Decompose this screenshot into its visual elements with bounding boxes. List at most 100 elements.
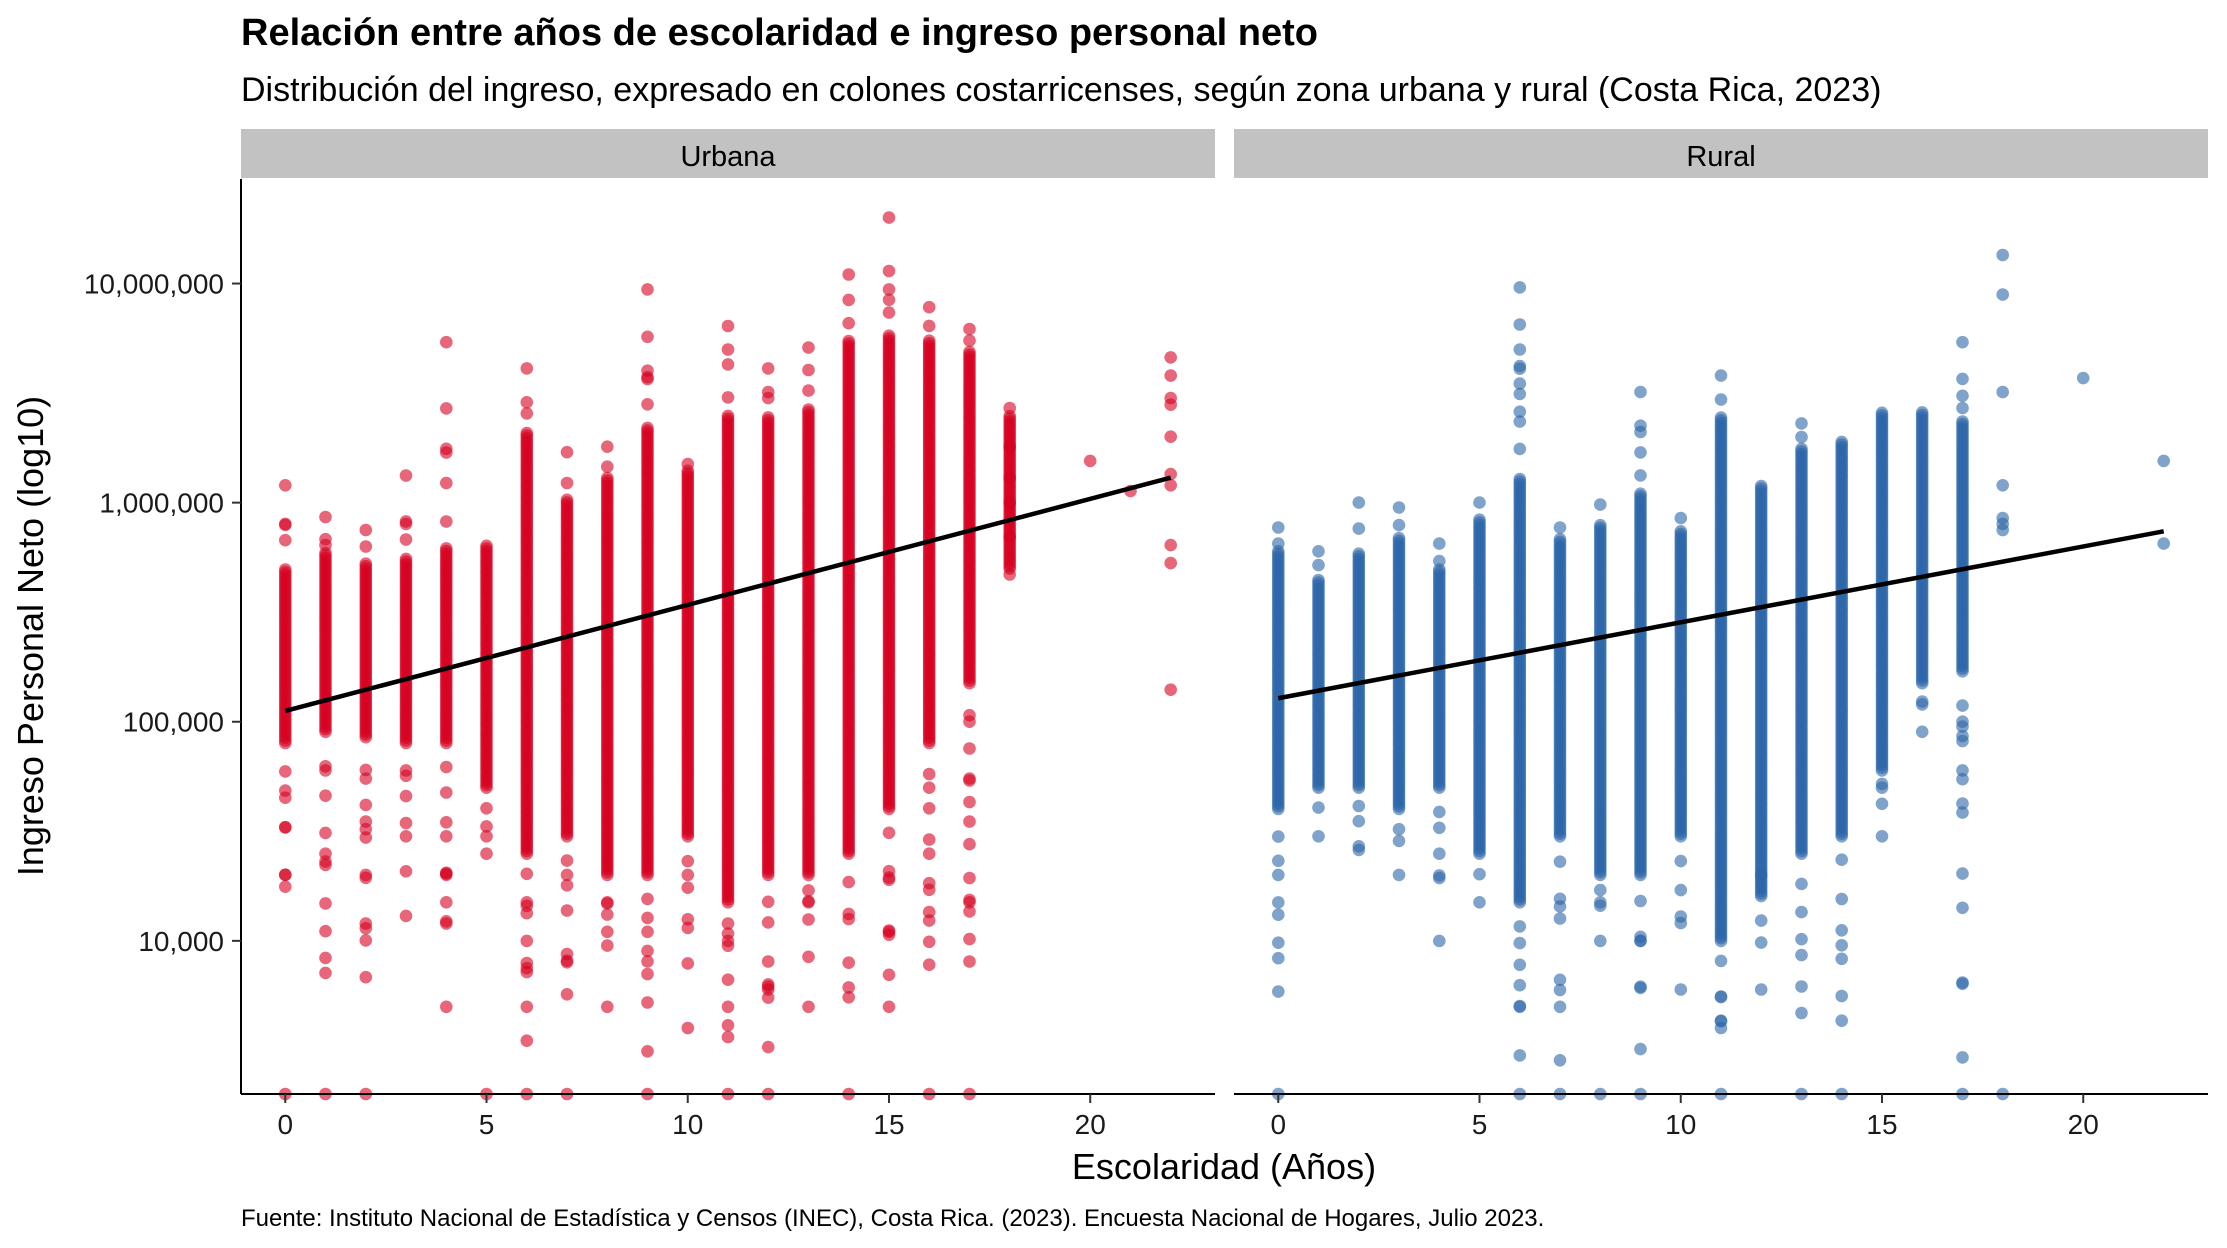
data-point [963, 837, 976, 851]
data-point [1795, 442, 1808, 456]
data-point [520, 407, 534, 420]
data-point [1553, 983, 1567, 997]
strip-rural [1234, 129, 2208, 178]
data-point [842, 912, 855, 926]
data-point [399, 816, 413, 830]
data-point [279, 479, 292, 492]
data-point [1513, 936, 1527, 950]
data-point [1392, 501, 1406, 514]
data-point [641, 330, 654, 344]
data-point [1473, 896, 1486, 909]
data-point [922, 300, 936, 314]
data-point [721, 391, 735, 404]
data-point [681, 854, 695, 868]
data-point [1513, 472, 1527, 486]
data-point [601, 908, 614, 921]
data-point [1674, 983, 1688, 996]
data-point [560, 988, 574, 1001]
data-point [1433, 554, 1446, 568]
data-point [399, 789, 413, 803]
data-point [1795, 1006, 1808, 1020]
data-point [1835, 435, 1848, 449]
data-point [319, 764, 332, 777]
data-point [842, 293, 855, 307]
data-point [922, 958, 936, 971]
data-point [1754, 914, 1768, 927]
data-point [399, 865, 413, 878]
data-point [440, 402, 453, 415]
data-point [721, 319, 735, 333]
x-tick-label: 0 [277, 1109, 293, 1140]
data-point [641, 892, 654, 906]
data-point [1634, 934, 1647, 948]
data-point [721, 1019, 735, 1032]
data-point [802, 1000, 815, 1014]
data-point [520, 867, 534, 881]
data-point [1164, 683, 1177, 696]
data-point [761, 983, 775, 996]
data-point [560, 476, 574, 490]
data-point [1272, 521, 1285, 534]
data-point [1312, 545, 1325, 558]
data-point [882, 283, 896, 296]
data-point [1272, 908, 1285, 921]
strip-label-urbana: Urbana [680, 141, 776, 173]
strip-label-rural: Rural [1686, 141, 1755, 173]
data-point [601, 939, 614, 952]
data-point [319, 847, 332, 860]
data-point [1513, 377, 1527, 390]
data-point [601, 896, 614, 909]
data-point [440, 868, 453, 882]
data-point [1634, 425, 1647, 439]
data-point [1634, 981, 1647, 995]
data-point [1433, 805, 1446, 819]
data-point [1513, 387, 1527, 401]
data-point [761, 1040, 775, 1054]
data-point [1835, 989, 1848, 1003]
data-point [359, 970, 373, 984]
data-point [1164, 369, 1177, 382]
data-point [641, 944, 654, 958]
data-point [1272, 830, 1285, 843]
data-point [922, 802, 936, 815]
data-point [1835, 853, 1848, 866]
data-point [1594, 883, 1607, 897]
data-point [1875, 830, 1889, 843]
data-point [721, 917, 735, 930]
data-point [1594, 896, 1607, 909]
data-point [681, 868, 695, 882]
data-point [1003, 568, 1016, 581]
data-point [1164, 556, 1177, 570]
points-urbana [279, 211, 1177, 1101]
data-point [922, 905, 936, 919]
data-point [1634, 487, 1647, 501]
data-point [601, 1000, 614, 1014]
data-point [1433, 871, 1446, 885]
data-point [1835, 1014, 1848, 1027]
data-point [802, 363, 815, 377]
data-point [922, 334, 936, 348]
data-point [963, 322, 976, 336]
data-point [1674, 883, 1688, 897]
data-point [1312, 558, 1325, 572]
data-point [1513, 978, 1527, 992]
data-point [440, 335, 453, 349]
data-point [319, 538, 332, 552]
data-point [1272, 537, 1285, 550]
data-point [641, 421, 654, 435]
data-point [761, 362, 775, 375]
data-point [721, 934, 735, 948]
data-point [279, 533, 292, 547]
data-point [963, 334, 976, 347]
data-point [1594, 934, 1607, 948]
data-point [681, 881, 695, 894]
data-point [1714, 369, 1728, 382]
data-point [721, 1000, 735, 1014]
data-point [1513, 1049, 1527, 1062]
data-point [1553, 1054, 1567, 1067]
x-tick-label: 20 [1075, 1109, 1106, 1140]
data-point [601, 440, 614, 454]
data-point [922, 883, 936, 897]
